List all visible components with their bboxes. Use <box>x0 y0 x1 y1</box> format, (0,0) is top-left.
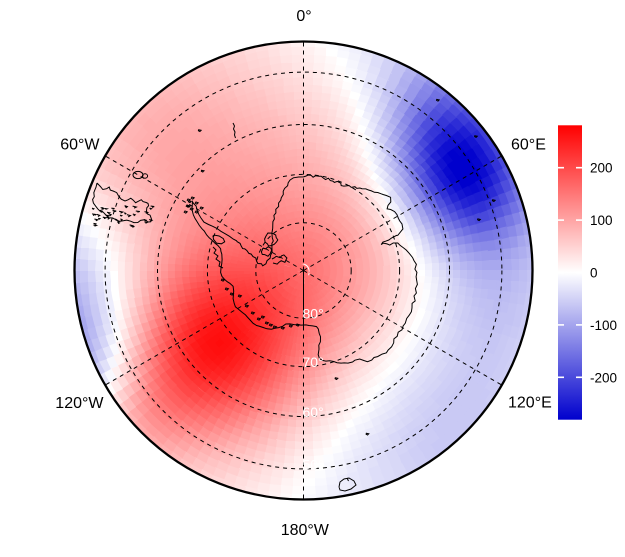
svg-text:100: 100 <box>590 213 613 228</box>
svg-text:120°E: 120°E <box>508 395 552 412</box>
svg-text:200: 200 <box>590 161 613 176</box>
svg-text:180°W: 180°W <box>281 522 330 539</box>
svg-text:0°: 0° <box>296 8 311 25</box>
svg-text:80°: 80° <box>303 306 324 322</box>
svg-text:-100: -100 <box>590 318 617 333</box>
svg-text:70°: 70° <box>303 354 324 370</box>
svg-text:0: 0 <box>590 266 598 281</box>
svg-text:120°W: 120°W <box>55 395 104 412</box>
svg-text:60°: 60° <box>303 404 324 420</box>
svg-text:60°W: 60°W <box>60 137 100 154</box>
svg-text:50°: 50° <box>303 456 324 472</box>
svg-text:-200: -200 <box>590 370 617 385</box>
svg-text:60°E: 60°E <box>511 137 546 154</box>
